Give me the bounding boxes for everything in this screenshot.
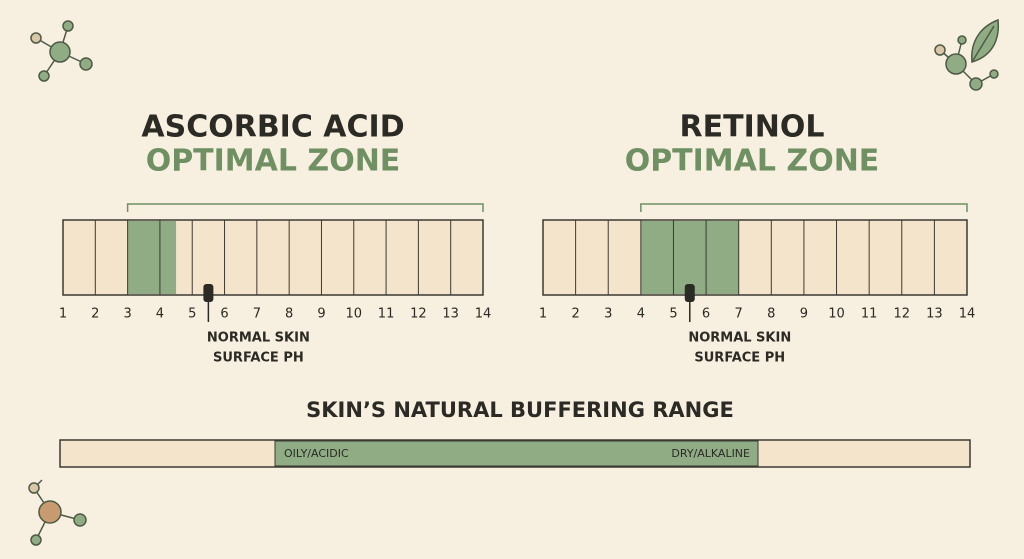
tick-label: 5 bbox=[669, 307, 677, 322]
marker-label: NORMAL SKIN bbox=[688, 331, 791, 346]
tick-label: 1 bbox=[59, 307, 67, 322]
tick-label: 4 bbox=[156, 307, 164, 322]
buffer-range bbox=[274, 440, 759, 467]
tick-label: 12 bbox=[410, 307, 427, 322]
molecule-icon bbox=[934, 18, 1000, 91]
tick-label: 2 bbox=[571, 307, 579, 322]
tick-label: 5 bbox=[188, 307, 196, 322]
tick-label: 1 bbox=[539, 307, 547, 322]
buffer-left-label: OILY/ACIDIC bbox=[284, 447, 349, 460]
buffer-title: SKIN’S NATURAL BUFFERING RANGE bbox=[306, 398, 734, 422]
tick-label: 13 bbox=[926, 307, 943, 322]
panel-subtitle: OPTIMAL ZONE bbox=[625, 144, 880, 179]
marker-label: NORMAL SKIN bbox=[207, 331, 310, 346]
marker bbox=[203, 284, 214, 302]
tick-label: 3 bbox=[604, 307, 612, 322]
tick-label: 11 bbox=[378, 307, 395, 322]
tick-label: 4 bbox=[637, 307, 645, 322]
panel-title: ASCORBIC ACID bbox=[141, 110, 404, 145]
tick-label: 10 bbox=[828, 307, 845, 322]
tick-label: 11 bbox=[861, 307, 878, 322]
tick-label: 3 bbox=[123, 307, 131, 322]
zone-bracket bbox=[640, 203, 968, 212]
zone-bracket bbox=[126, 203, 484, 212]
scale-bar bbox=[62, 219, 484, 296]
optimal-zone bbox=[640, 221, 739, 294]
tick-label: 6 bbox=[220, 307, 228, 322]
marker-label: SURFACE PH bbox=[213, 351, 304, 366]
tick-label: 13 bbox=[442, 307, 459, 322]
tick-label: 9 bbox=[800, 307, 808, 322]
tick-label: 7 bbox=[735, 307, 743, 322]
marker bbox=[684, 284, 695, 302]
tick-label: 2 bbox=[91, 307, 99, 322]
tick-label: 6 bbox=[702, 307, 710, 322]
optimal-zone bbox=[127, 221, 177, 294]
tick-label: 9 bbox=[317, 307, 325, 322]
molecule-icon bbox=[30, 20, 93, 82]
tick-label: 10 bbox=[345, 307, 362, 322]
tick-label: 8 bbox=[767, 307, 775, 322]
tick-label: 7 bbox=[253, 307, 261, 322]
tick-label: 14 bbox=[475, 307, 492, 322]
marker-label: SURFACE PH bbox=[694, 351, 785, 366]
tick-label: 8 bbox=[285, 307, 293, 322]
panel-subtitle: OPTIMAL ZONE bbox=[146, 144, 401, 179]
tick-label: 12 bbox=[893, 307, 910, 322]
panel-title: RETINOL bbox=[680, 110, 825, 145]
scale-bar bbox=[542, 219, 968, 296]
buffer-right-label: DRY/ALKALINE bbox=[671, 447, 750, 460]
tick-label: 14 bbox=[959, 307, 976, 322]
molecule-icon bbox=[28, 479, 87, 546]
